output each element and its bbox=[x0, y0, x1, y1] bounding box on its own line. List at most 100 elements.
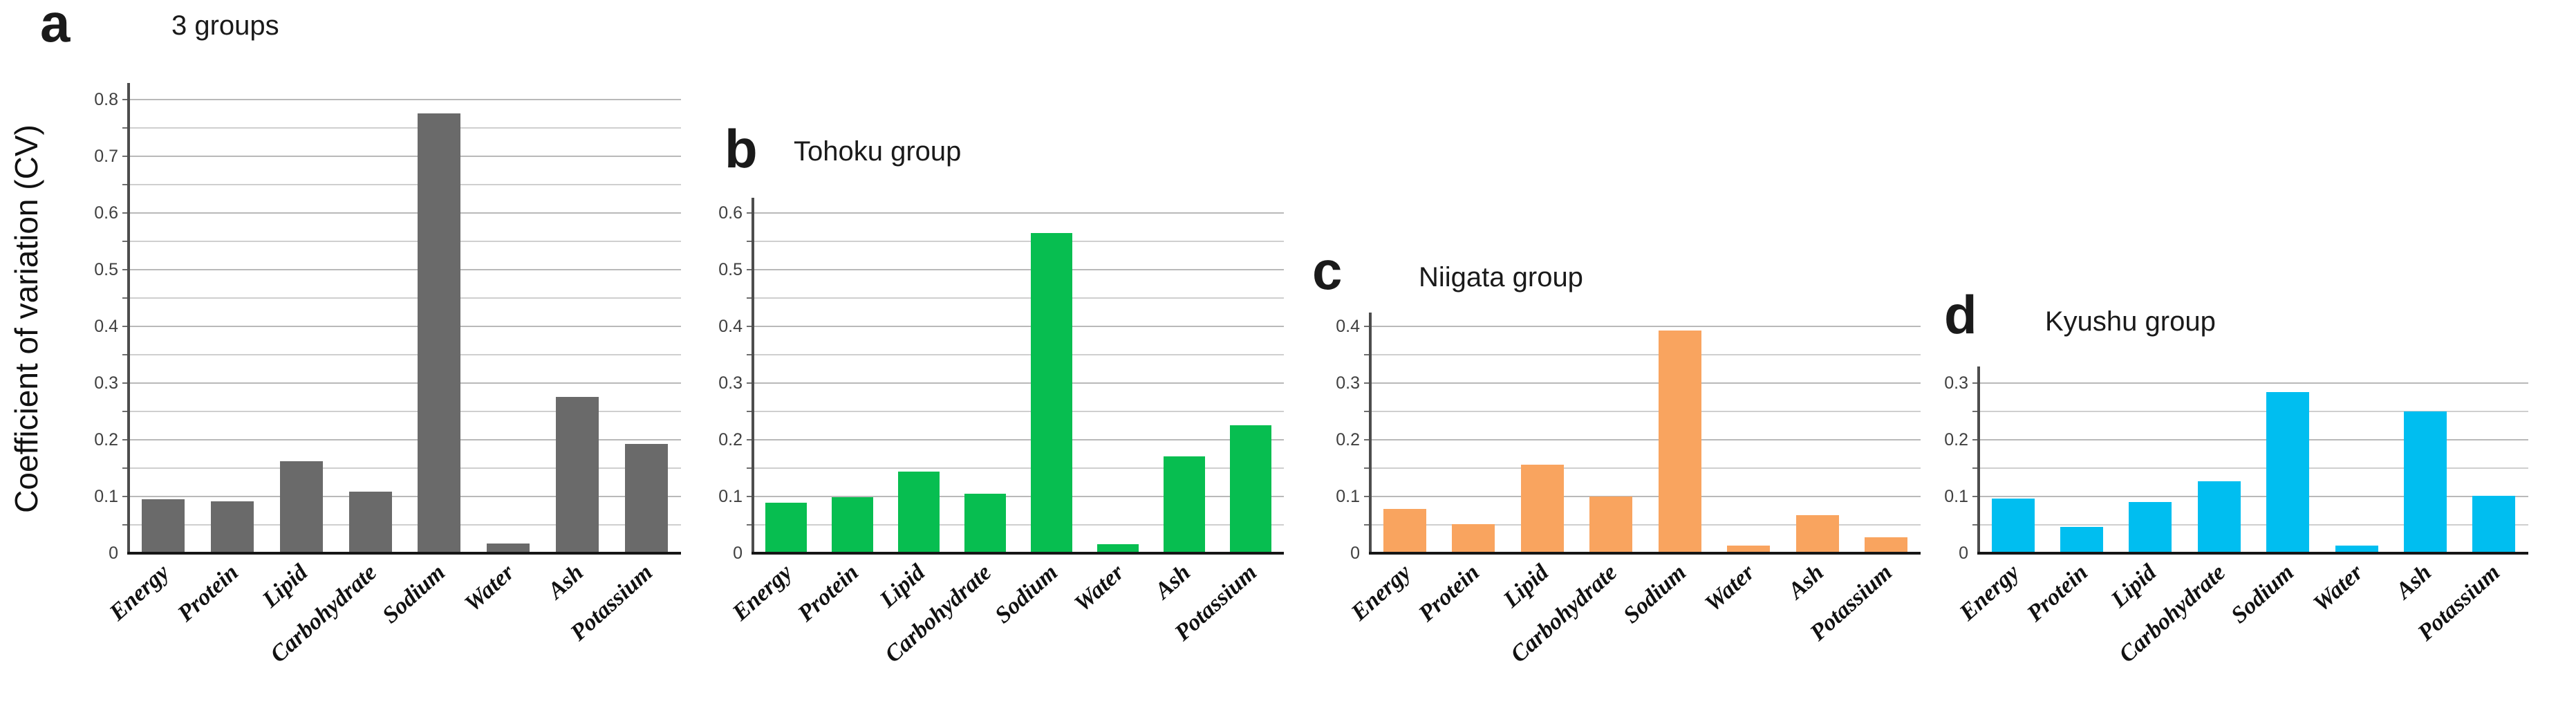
y-tick-label: 0.3 bbox=[718, 373, 743, 393]
y-axis-tick bbox=[1364, 439, 1370, 440]
gridline bbox=[753, 212, 1284, 214]
y-axis-line bbox=[1977, 366, 1980, 555]
y-tick-label: 0.3 bbox=[94, 373, 118, 393]
y-axis-tick bbox=[1364, 382, 1370, 384]
gridline bbox=[129, 382, 681, 384]
bar-water bbox=[1727, 546, 1770, 553]
bar-sodium bbox=[418, 113, 460, 553]
bar-energy bbox=[142, 499, 185, 553]
gridline bbox=[753, 326, 1284, 327]
gridline bbox=[1370, 496, 1921, 497]
bar-potassium bbox=[1865, 537, 1907, 553]
gridline bbox=[753, 439, 1284, 440]
gridline bbox=[1370, 439, 1921, 440]
y-axis-tick bbox=[747, 269, 753, 270]
bar-water bbox=[487, 544, 530, 553]
panel-letter-a: a bbox=[40, 0, 71, 53]
y-tick-label: 0.1 bbox=[1944, 487, 1968, 506]
bar-ash bbox=[1796, 515, 1839, 553]
panel-title-a: 3 groups bbox=[171, 10, 279, 41]
gridline bbox=[129, 524, 681, 526]
bar-potassium bbox=[1230, 425, 1271, 553]
y-axis-tick bbox=[122, 241, 129, 242]
y-tick-label: 0.6 bbox=[718, 203, 743, 223]
gridline bbox=[753, 354, 1284, 355]
x-axis-line bbox=[127, 552, 681, 555]
gridline bbox=[129, 326, 681, 327]
x-axis-line bbox=[752, 552, 1284, 555]
gridline bbox=[129, 99, 681, 100]
panel-letter-b: b bbox=[725, 118, 758, 179]
y-tick-label: 0.6 bbox=[94, 203, 118, 223]
bar-potassium bbox=[2472, 496, 2515, 553]
plot-area-a bbox=[129, 83, 681, 553]
y-tick-label: 0.3 bbox=[1336, 373, 1360, 393]
y-tick-label: 0.2 bbox=[1944, 430, 1968, 449]
gridline bbox=[753, 496, 1284, 497]
y-axis-tick bbox=[1364, 411, 1370, 412]
y-tick-label: 0.5 bbox=[718, 260, 743, 279]
y-axis-tick bbox=[747, 297, 753, 299]
y-axis-tick bbox=[747, 439, 753, 440]
gridline bbox=[753, 524, 1284, 526]
x-axis-line bbox=[1369, 552, 1921, 555]
gridline bbox=[129, 127, 681, 129]
y-axis-tick bbox=[122, 269, 129, 270]
bar-potassium bbox=[625, 444, 668, 553]
y-tick-label: 0.3 bbox=[1944, 373, 1968, 393]
plot-area-d bbox=[1979, 366, 2528, 553]
gridline bbox=[129, 184, 681, 185]
y-axis-tick bbox=[122, 467, 129, 469]
gridline bbox=[753, 297, 1284, 299]
y-tick-label: 0 bbox=[1959, 544, 1968, 563]
y-axis-tick bbox=[1364, 524, 1370, 526]
panel-title-b: Tohoku group bbox=[794, 136, 962, 167]
bar-energy bbox=[765, 503, 807, 553]
gridline bbox=[1370, 524, 1921, 526]
bar-ash bbox=[2404, 411, 2447, 553]
gridline bbox=[129, 269, 681, 270]
gridline bbox=[129, 411, 681, 412]
bar-water bbox=[1097, 544, 1139, 553]
y-tick-label: 0 bbox=[1350, 544, 1360, 563]
gridline bbox=[1979, 467, 2528, 469]
bar-lipid bbox=[280, 461, 323, 553]
gridline bbox=[129, 496, 681, 497]
y-axis-line bbox=[752, 198, 754, 555]
gridline bbox=[1370, 382, 1921, 384]
bar-carbohydrate bbox=[2198, 481, 2241, 553]
y-axis-tick bbox=[747, 467, 753, 469]
gridline bbox=[1979, 439, 2528, 440]
y-tick-label: 0.1 bbox=[718, 487, 743, 506]
y-axis-tick bbox=[1364, 467, 1370, 469]
y-axis-tick bbox=[1972, 439, 1979, 440]
y-axis-tick bbox=[1972, 467, 1979, 469]
y-tick-label: 0.7 bbox=[94, 147, 118, 166]
gridline bbox=[1979, 496, 2528, 497]
y-axis-tick bbox=[122, 297, 129, 299]
bar-lipid bbox=[1521, 465, 1564, 553]
bar-protein bbox=[211, 501, 254, 553]
y-axis-line bbox=[127, 83, 130, 555]
gridline bbox=[1370, 326, 1921, 327]
y-axis-tick bbox=[122, 496, 129, 497]
gridline bbox=[129, 212, 681, 214]
y-axis-tick bbox=[122, 212, 129, 214]
gridline bbox=[129, 439, 681, 440]
bar-sodium bbox=[1031, 233, 1072, 553]
y-tick-label: 0.4 bbox=[1336, 317, 1360, 336]
y-axis-tick bbox=[1972, 524, 1979, 526]
y-tick-label: 0.2 bbox=[718, 430, 743, 449]
y-axis-tick bbox=[122, 127, 129, 129]
y-axis-tick bbox=[747, 411, 753, 412]
y-axis-tick bbox=[1972, 496, 1979, 497]
bar-ash bbox=[556, 397, 599, 553]
y-axis-tick bbox=[747, 524, 753, 526]
gridline bbox=[129, 241, 681, 242]
y-tick-label: 0.1 bbox=[94, 487, 118, 506]
gridline bbox=[1370, 411, 1921, 412]
bar-sodium bbox=[1659, 331, 1701, 553]
y-tick-label: 0 bbox=[109, 544, 118, 563]
gridline bbox=[753, 382, 1284, 384]
y-tick-label: 0.8 bbox=[94, 90, 118, 109]
